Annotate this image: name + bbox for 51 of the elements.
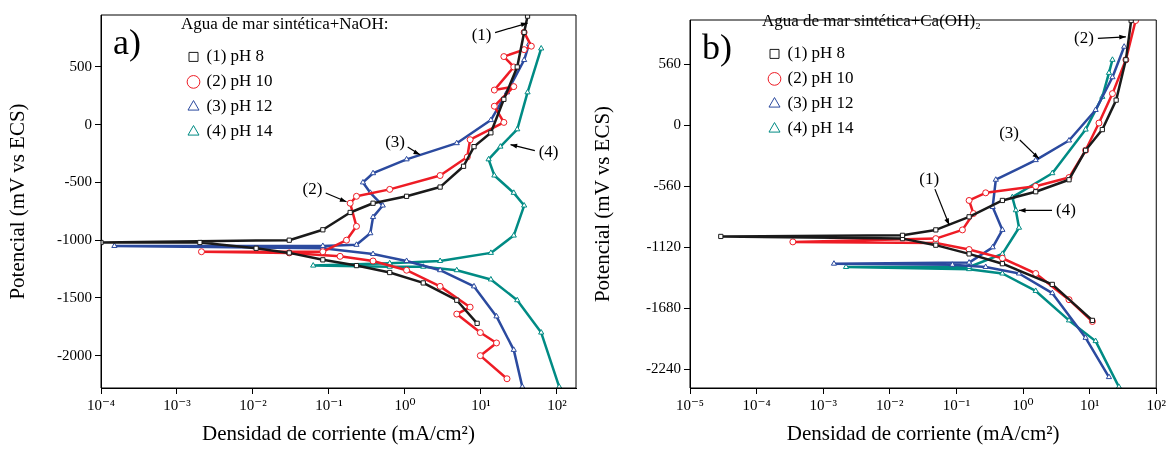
annotation: (3) (999, 123, 1019, 143)
annotation: b) (702, 27, 732, 68)
x-tick-label: 10⁰ (1012, 396, 1034, 413)
x-tick-label: 10⁻¹ (315, 396, 343, 413)
legend-label: (3) pH 12 (787, 93, 854, 113)
x-tick-label: 10¹ (1079, 396, 1100, 413)
x-tick-label: 10⁻² (876, 396, 905, 413)
y-tick-label: 0 (84, 115, 92, 132)
y-tick-label: -560 (653, 177, 681, 194)
annotation: (4) (1056, 199, 1076, 219)
y-tick-label: -1000 (57, 231, 92, 248)
annotation: (1) (919, 169, 940, 189)
x-tick-label: 10⁻³ (809, 396, 838, 413)
y-tick-label: -1500 (57, 288, 92, 305)
annotation: (2) (1073, 28, 1094, 48)
x-tick-label: 10⁰ (394, 396, 416, 413)
x-tick-label: 10⁻⁴ (86, 396, 116, 413)
x-axis-title: Densidad de corriente (mA/cm²) (786, 420, 1060, 445)
x-tick-label: 10² (1146, 396, 1167, 413)
x-tick-label: 10⁻⁴ (742, 396, 771, 413)
annotation: a) (113, 22, 141, 63)
x-tick-label: 10² (547, 396, 568, 413)
legend-label: (2) pH 10 (206, 71, 273, 91)
legend-label: (3) pH 12 (206, 96, 273, 116)
y-tick-label: -2000 (57, 346, 92, 363)
y-tick-label: 500 (69, 57, 92, 74)
y-tick-label: -1120 (646, 238, 681, 255)
y-tick-label: 560 (658, 55, 681, 72)
x-axis-title: Densidad de corriente (mA/cm²) (202, 420, 475, 445)
annotation: (3) (385, 132, 405, 152)
legend-label: (4) pH 14 (206, 121, 274, 141)
legend-label: (2) pH 10 (787, 68, 854, 88)
y-tick-label: -1680 (646, 299, 681, 316)
y-tick-label: 0 (673, 116, 681, 133)
x-tick-label: 10⁻² (239, 396, 268, 413)
y-tick-label: -2240 (646, 360, 681, 377)
x-tick-label: 10⁻³ (163, 396, 192, 413)
y-axis-title: Potencial (mV vs ECS) (5, 103, 30, 300)
x-tick-label: 10¹ (471, 396, 491, 413)
annotation: (2) (302, 179, 323, 199)
annotation: (1) (471, 24, 492, 44)
legend-label: (1) pH 8 (787, 43, 846, 63)
legend-label: (4) pH 14 (787, 118, 855, 138)
annotation: (4) (538, 142, 559, 162)
y-tick-label: -500 (64, 173, 92, 190)
x-tick-label: 10⁻¹ (942, 396, 971, 413)
y-axis-title: Potencial (mV vs ECS) (590, 105, 615, 303)
legend-label: (1) pH 8 (206, 46, 265, 66)
x-tick-label: 10⁻⁵ (675, 396, 705, 413)
legend-title: Agua de mar sintética+NaOH: (181, 13, 389, 33)
legend-title: Agua de mar sintética+Ca(OH)₂ (762, 10, 981, 30)
